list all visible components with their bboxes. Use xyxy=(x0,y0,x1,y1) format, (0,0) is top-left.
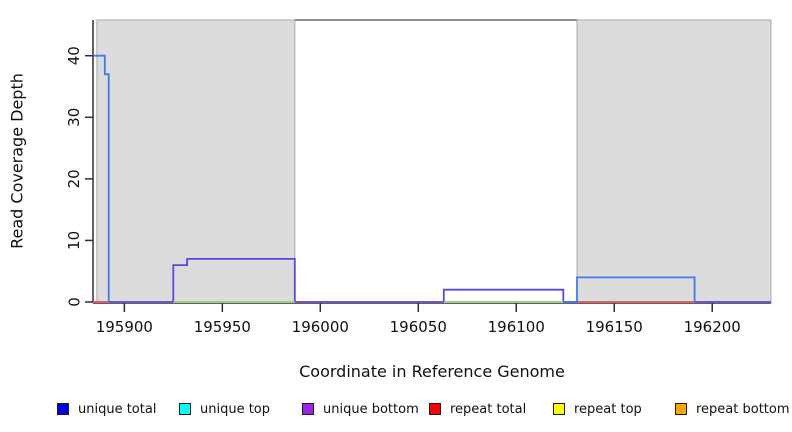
legend-item: repeat total xyxy=(429,398,526,420)
y-axis-title: Read Coverage Depth xyxy=(7,73,27,249)
legend-item-label: repeat top xyxy=(574,401,642,417)
x-tick-label: 195900 xyxy=(96,318,153,336)
shaded-region xyxy=(96,19,296,304)
x-tick-label: 196000 xyxy=(292,318,349,336)
legend-item-label: repeat bottom xyxy=(696,401,790,417)
x-tick-label: 196200 xyxy=(684,318,741,336)
x-tick-label: 196100 xyxy=(488,318,545,336)
coverage-chart: 0 10 20 30 40 195900 195950 196000 196050 196100 1… xyxy=(65,19,772,336)
y-tick-label: 40 xyxy=(65,46,83,65)
series-path-unique-total xyxy=(563,276,696,303)
series-path-unique-total xyxy=(93,54,110,302)
legend-item: repeat bottom xyxy=(675,398,790,420)
x-tick-label: 195950 xyxy=(194,318,251,336)
legend-swatch xyxy=(302,403,314,415)
y-tick-label: 20 xyxy=(65,169,83,188)
legend-item: unique total xyxy=(57,398,156,420)
y-tick-label: 10 xyxy=(65,231,83,250)
series-path-unique-bottom xyxy=(108,258,577,303)
legend-item-label: unique bottom xyxy=(323,401,419,417)
legend-swatch xyxy=(429,403,441,415)
legend-item: unique top xyxy=(179,398,270,420)
legend-item: unique bottom xyxy=(302,398,419,420)
x-axis-title: Coordinate in Reference Genome xyxy=(299,362,565,381)
shaded-region xyxy=(576,19,772,304)
x-tick-label: 196150 xyxy=(586,318,643,336)
legend-item-label: repeat total xyxy=(450,401,527,417)
y-tick-label: 0 xyxy=(65,297,83,307)
legend-swatch xyxy=(179,403,191,415)
legend-swatch xyxy=(57,403,69,415)
legend-item-label: unique total xyxy=(78,401,157,417)
y-tick-label: 30 xyxy=(65,108,83,127)
legend-item: repeat top xyxy=(553,398,642,420)
x-tick-label: 196050 xyxy=(390,318,447,336)
legend-swatch xyxy=(553,403,565,415)
legend-swatch xyxy=(675,403,687,415)
legend-item-label: unique top xyxy=(200,401,271,417)
legend: unique total unique top unique bottom repea… xyxy=(0,398,792,424)
